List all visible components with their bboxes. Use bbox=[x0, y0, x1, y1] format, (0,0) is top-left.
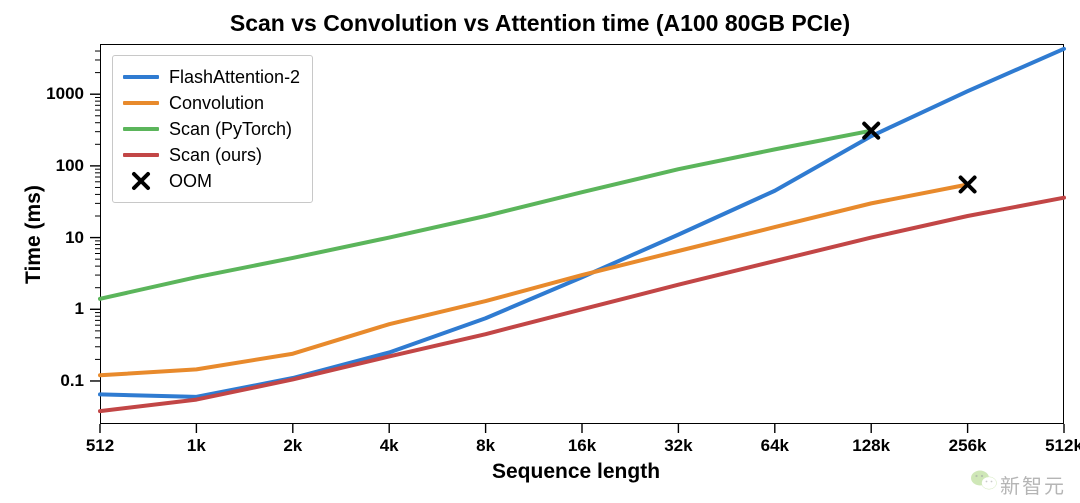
x-tick-label: 32k bbox=[664, 436, 692, 456]
watermark-text: 新智元 bbox=[1000, 470, 1066, 499]
y-tick-label: 100 bbox=[38, 156, 84, 176]
x-tick-label: 4k bbox=[380, 436, 399, 456]
series-line-convolution bbox=[100, 185, 968, 376]
x-tick-label: 512k bbox=[1045, 436, 1080, 456]
y-tick-label: 0.1 bbox=[38, 371, 84, 391]
legend-label: FlashAttention-2 bbox=[169, 67, 300, 88]
x-tick-label: 16k bbox=[568, 436, 596, 456]
series-line-scan-ours- bbox=[100, 198, 1064, 411]
x-tick-label: 256k bbox=[949, 436, 987, 456]
x-tick-label: 128k bbox=[852, 436, 890, 456]
y-tick-label: 1000 bbox=[38, 84, 84, 104]
legend-x-marker-icon bbox=[123, 170, 159, 192]
x-tick-label: 2k bbox=[283, 436, 302, 456]
legend-box: FlashAttention-2 Convolution Scan (PyTorch… bbox=[112, 55, 313, 203]
legend-line-swatch bbox=[123, 144, 159, 166]
legend-row: OOM bbox=[123, 168, 300, 194]
legend-line-swatch bbox=[123, 92, 159, 114]
legend-label: Convolution bbox=[169, 93, 264, 114]
legend-row: FlashAttention-2 bbox=[123, 64, 300, 90]
legend-row: Convolution bbox=[123, 90, 300, 116]
y-tick-label: 10 bbox=[38, 228, 84, 248]
legend-row: Scan (PyTorch) bbox=[123, 116, 300, 142]
legend-line-swatch bbox=[123, 118, 159, 140]
legend-line-swatch bbox=[123, 66, 159, 88]
legend-label: OOM bbox=[169, 171, 212, 192]
legend-label: Scan (ours) bbox=[169, 145, 262, 166]
wechat-icon bbox=[970, 468, 998, 497]
x-tick-label: 64k bbox=[761, 436, 789, 456]
x-tick-label: 8k bbox=[476, 436, 495, 456]
legend-row: Scan (ours) bbox=[123, 142, 300, 168]
legend-label: Scan (PyTorch) bbox=[169, 119, 292, 140]
x-tick-label: 1k bbox=[187, 436, 206, 456]
y-tick-label: 1 bbox=[38, 299, 84, 319]
x-tick-label: 512 bbox=[86, 436, 114, 456]
